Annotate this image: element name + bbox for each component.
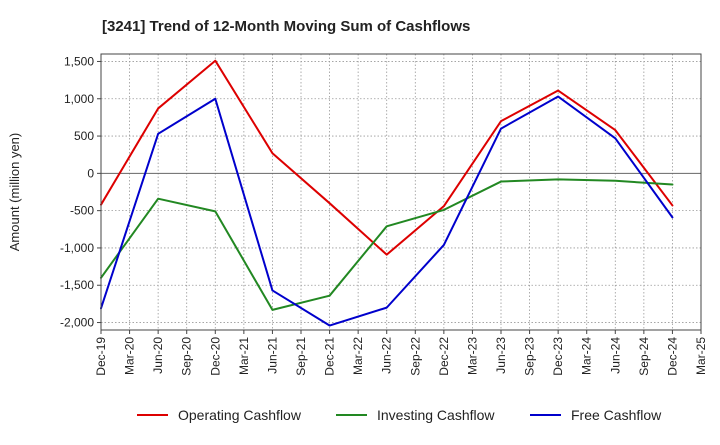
y-axis-ticks: 1,500 1,000 500 0 -500 -1,000 -1,500 -2,000 (60, 54, 101, 330)
y-tick-label: -1,500 (60, 278, 94, 292)
x-tick-label: Mar-23 (465, 337, 479, 375)
x-tick-label: Jun-24 (608, 337, 622, 374)
y-tick-label: -1,000 (60, 241, 94, 255)
grid (101, 54, 701, 330)
x-tick-label: Sep-21 (294, 337, 308, 376)
legend-label-investing-cashflow: Investing Cashflow (377, 407, 495, 423)
x-tick-label: Sep-20 (180, 337, 194, 376)
x-tick-label: Jun-22 (380, 337, 394, 374)
x-tick-label: Jun-23 (494, 337, 508, 374)
y-axis-label: Amount (million yen) (7, 133, 22, 252)
x-tick-label: Mar-24 (580, 337, 594, 375)
series-line-operating-cashflow (100, 59, 674, 256)
x-tick-label: Dec-22 (437, 337, 451, 376)
x-axis-ticks: Dec-19 Mar-20 Jun-20 Sep-20 Dec-20 Mar-21 Jun-… (94, 330, 708, 376)
x-tick-label: Dec-23 (551, 337, 565, 376)
x-tick-label: Dec-20 (208, 337, 222, 376)
x-tick-label: Dec-24 (665, 337, 679, 376)
y-tick-label: -2,000 (60, 316, 94, 330)
y-tick-label: 0 (87, 166, 94, 180)
series-line-investing-cashflow (100, 178, 674, 311)
x-tick-label: Dec-19 (94, 337, 108, 376)
x-tick-label: Mar-25 (694, 337, 708, 375)
x-tick-label: Mar-21 (237, 337, 251, 375)
x-tick-label: Jun-21 (265, 337, 279, 374)
legend-label-free-cashflow: Free Cashflow (571, 407, 662, 423)
x-tick-label: Sep-22 (408, 337, 422, 376)
x-tick-label: Sep-24 (637, 337, 651, 376)
x-tick-label: Mar-20 (123, 337, 137, 375)
y-tick-label: 1,500 (64, 54, 94, 68)
x-tick-label: Mar-22 (351, 337, 365, 375)
x-tick-label: Jun-20 (151, 337, 165, 374)
chart-title: [3241] Trend of 12-Month Moving Sum of C… (102, 18, 470, 35)
x-tick-label: Sep-23 (523, 337, 537, 376)
legend-label-operating-cashflow: Operating Cashflow (178, 407, 302, 423)
series-line-free-cashflow (100, 95, 674, 327)
legend: Operating Cashflow Investing Cashflow Free… (137, 407, 662, 423)
y-tick-label: -500 (70, 204, 94, 218)
series-lines (100, 59, 674, 327)
x-tick-label: Dec-21 (323, 337, 337, 376)
plot-frame (100, 53, 702, 331)
y-tick-label: 1,000 (64, 92, 94, 106)
y-tick-label: 500 (74, 129, 94, 143)
